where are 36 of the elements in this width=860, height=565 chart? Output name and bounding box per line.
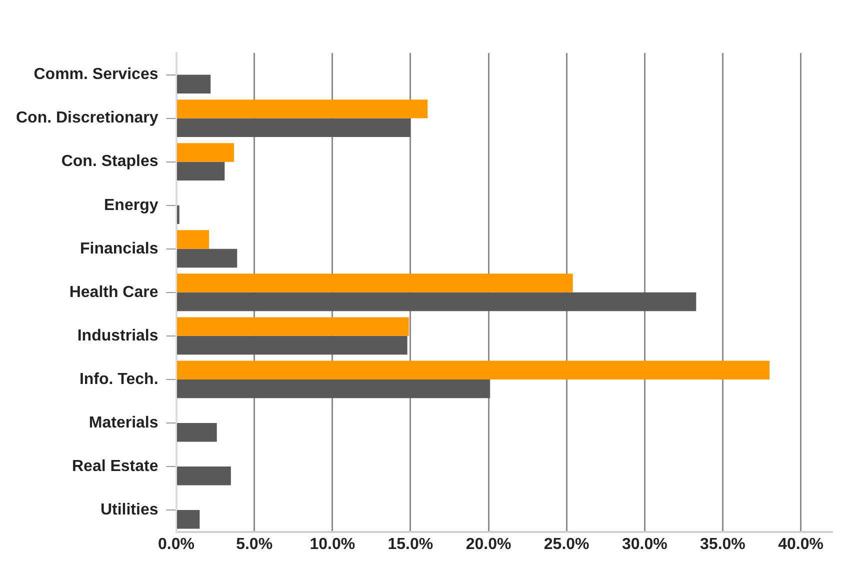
- x-tick-label: 15.0%: [388, 536, 434, 553]
- bar: [177, 118, 410, 138]
- y-tick-label: Financials: [80, 240, 158, 258]
- bar: [177, 379, 490, 398]
- y-tick-label: Materials: [88, 414, 158, 432]
- y-tick-label: Con. Discretionary: [16, 110, 158, 127]
- y-tick-label: Info. Tech.: [79, 370, 158, 388]
- bar: [177, 292, 696, 312]
- bar: [177, 422, 217, 442]
- y-tick-label: Con. Staples: [61, 153, 158, 170]
- x-tick-label: 20.0%: [466, 536, 512, 553]
- bar: [177, 510, 200, 529]
- bar: [177, 466, 231, 486]
- y-tick-label: Comm. Services: [34, 66, 158, 84]
- bar: [177, 230, 210, 249]
- bar: [177, 162, 225, 181]
- bar: [177, 274, 573, 292]
- bar: [177, 248, 238, 268]
- y-tick-label: Health Care: [69, 284, 158, 301]
- x-tick-label: 40.0%: [778, 536, 824, 553]
- bar: [177, 317, 409, 336]
- bar: [177, 143, 234, 162]
- y-tick-label: Real Estate: [72, 458, 158, 475]
- bar: [177, 336, 408, 355]
- bar: [177, 74, 211, 94]
- x-tick-label: 35.0%: [700, 536, 746, 553]
- y-tick-label: Utilities: [100, 501, 158, 518]
- bar: [177, 360, 770, 380]
- y-tick-label: Industrials: [77, 327, 158, 344]
- x-tick-label: 30.0%: [622, 536, 668, 553]
- x-tick-label: 5.0%: [236, 536, 273, 553]
- y-tick-label: Energy: [104, 196, 158, 214]
- x-tick-label: 10.0%: [310, 536, 356, 553]
- x-tick-label: 25.0%: [544, 536, 590, 553]
- bar: [177, 100, 428, 118]
- x-tick-label: 0.0%: [158, 536, 194, 553]
